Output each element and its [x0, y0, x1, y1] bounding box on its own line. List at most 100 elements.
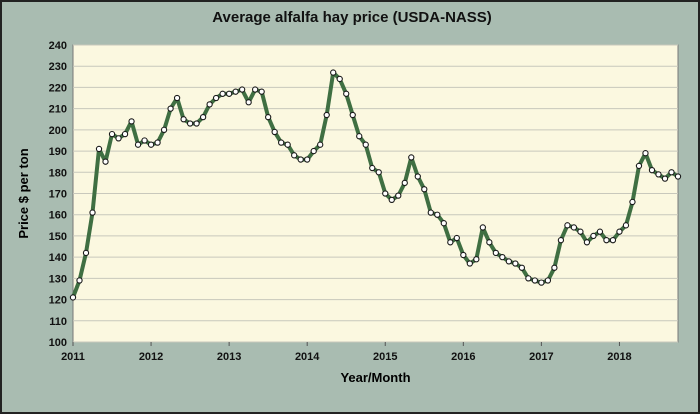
y-tick-label: 240: [49, 40, 67, 52]
data-point: [232, 88, 239, 95]
data-point: [583, 239, 591, 246]
y-tick-label: 180: [49, 167, 67, 179]
data-point: [395, 192, 402, 199]
data-point: [551, 264, 558, 271]
y-tick-label: 200: [49, 125, 67, 137]
data-point: [544, 277, 552, 284]
x-tick-label: 2013: [217, 351, 241, 363]
data-point: [538, 279, 545, 286]
data-point: [160, 126, 168, 134]
data-points: [69, 69, 682, 301]
data-point: [525, 275, 532, 282]
data-point: [89, 209, 96, 216]
chart-title: Average alfalfa hay price (USDA-NASS): [212, 9, 492, 26]
data-point: [609, 237, 617, 244]
data-point: [408, 154, 415, 161]
data-point: [343, 90, 350, 97]
data-point: [167, 105, 174, 112]
y-tick-label: 150: [49, 231, 67, 243]
data-point: [421, 186, 428, 193]
data-point: [648, 167, 656, 174]
gridlines: [73, 44, 678, 343]
data-point: [603, 237, 610, 244]
x-tick-label: 2015: [373, 351, 397, 363]
data-point: [655, 171, 662, 178]
data-point: [349, 111, 356, 119]
data-point: [238, 86, 246, 93]
data-point: [512, 260, 519, 267]
data-point: [258, 88, 265, 95]
data-point: [466, 260, 473, 267]
data-point: [453, 234, 460, 242]
data-point: [141, 137, 148, 144]
x-tick-labels: 2011 2012 2013 2014 2015 2016 2017 2018: [61, 342, 632, 363]
data-point: [173, 94, 181, 102]
data-point: [382, 190, 389, 197]
series-line: [71, 70, 680, 299]
data-point: [642, 150, 649, 157]
data-point: [616, 228, 623, 235]
x-tick-label: 2014: [295, 351, 320, 363]
y-tick-label: 160: [49, 210, 67, 222]
data-point: [401, 179, 408, 187]
y-tick-label: 130: [49, 273, 67, 285]
data-point: [531, 277, 539, 284]
x-axis-label: Year/Month: [340, 370, 410, 385]
data-point: [570, 224, 578, 231]
data-point: [577, 228, 584, 235]
data-point: [95, 145, 103, 153]
data-point: [388, 196, 395, 204]
data-point: [492, 249, 499, 257]
data-point: [271, 128, 278, 136]
data-point: [121, 130, 129, 138]
data-point: [212, 94, 220, 102]
y-axis-label: Price $ per ton: [16, 148, 31, 238]
y-tick-label: 110: [49, 316, 67, 328]
data-point: [629, 198, 636, 206]
data-point: [668, 169, 675, 176]
data-point: [69, 294, 77, 301]
y-tick-label: 100: [49, 337, 67, 349]
x-tick-label: 2011: [61, 351, 85, 363]
data-point: [414, 173, 421, 180]
data-point: [674, 173, 682, 180]
y-tick-label: 140: [49, 252, 67, 264]
data-point: [304, 156, 311, 163]
data-point: [330, 69, 337, 76]
data-point: [245, 99, 252, 106]
data-point: [154, 139, 161, 146]
y-tick-labels: 100 110 120 130 140 150 160 170 180 190 200 210 220 2…: [49, 40, 67, 349]
data-point: [440, 220, 447, 227]
data-point: [115, 135, 122, 142]
data-point: [336, 75, 343, 83]
data-point: [186, 120, 194, 127]
data-point: [180, 116, 187, 123]
data-point: [265, 113, 272, 121]
data-point: [76, 277, 83, 284]
y-tick-label: 210: [49, 104, 67, 116]
x-tick-label: 2012: [139, 351, 163, 363]
data-point: [590, 232, 597, 240]
data-point: [375, 169, 382, 176]
x-tick-label: 2017: [529, 351, 553, 363]
data-point: [134, 141, 142, 148]
data-point: [473, 256, 480, 263]
data-point: [356, 133, 363, 140]
data-point: [518, 264, 526, 271]
data-point: [427, 209, 434, 216]
data-point: [362, 141, 369, 148]
data-point: [479, 224, 486, 231]
data-point: [323, 111, 330, 119]
data-point: [278, 139, 285, 146]
data-point: [661, 175, 669, 182]
y-tick-label: 170: [49, 189, 67, 201]
data-point: [596, 228, 604, 235]
data-point: [206, 101, 213, 108]
data-point: [460, 251, 467, 259]
data-point: [252, 86, 259, 93]
data-point: [486, 239, 493, 246]
data-point: [635, 162, 643, 170]
data-point: [193, 120, 200, 127]
data-point: [557, 237, 565, 244]
